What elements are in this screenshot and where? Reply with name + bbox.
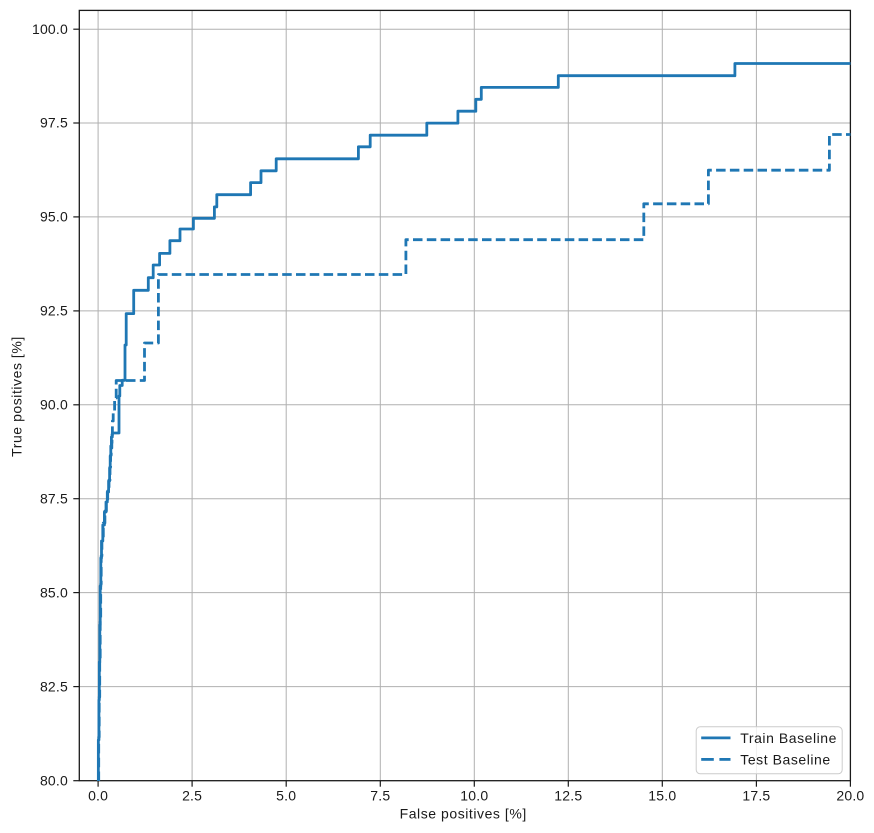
svg-text:20.0: 20.0 <box>836 788 864 804</box>
svg-text:80.0: 80.0 <box>40 772 68 788</box>
svg-text:7.5: 7.5 <box>370 788 390 804</box>
svg-text:95.0: 95.0 <box>40 209 68 225</box>
svg-text:85.0: 85.0 <box>40 584 68 600</box>
svg-text:Test Baseline: Test Baseline <box>740 752 830 768</box>
svg-text:12.5: 12.5 <box>554 788 582 804</box>
svg-text:97.5: 97.5 <box>40 115 68 131</box>
svg-text:Train Baseline: Train Baseline <box>740 730 837 746</box>
svg-text:17.5: 17.5 <box>742 788 770 804</box>
svg-text:False positives [%]: False positives [%] <box>400 805 527 821</box>
svg-text:2.5: 2.5 <box>182 788 202 804</box>
svg-text:5.0: 5.0 <box>276 788 296 804</box>
svg-text:0.0: 0.0 <box>88 788 108 804</box>
svg-text:87.5: 87.5 <box>40 490 68 506</box>
svg-text:True positives [%]: True positives [%] <box>9 336 25 457</box>
svg-text:92.5: 92.5 <box>40 303 68 319</box>
svg-text:82.5: 82.5 <box>40 678 68 694</box>
svg-text:10.0: 10.0 <box>460 788 488 804</box>
svg-text:100.0: 100.0 <box>32 21 68 37</box>
svg-text:90.0: 90.0 <box>40 397 68 413</box>
svg-text:15.0: 15.0 <box>648 788 676 804</box>
